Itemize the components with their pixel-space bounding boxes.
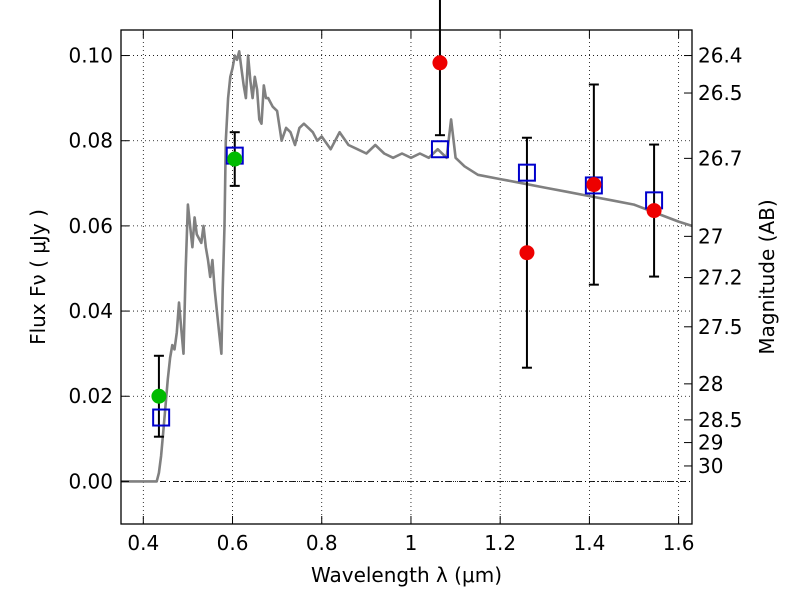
optical-detection-point	[227, 151, 243, 167]
x-tick-label: 0.6	[217, 531, 249, 555]
x-tick-label: 0.8	[306, 531, 338, 555]
photometry-points	[151, 55, 664, 427]
nir-detection-point	[586, 177, 602, 193]
magnitude-tick-label: 26.4	[698, 44, 743, 68]
magnitude-tick-label: 29	[698, 431, 723, 455]
x-tick-label: 1.2	[484, 531, 516, 555]
x-tick-label: 1.6	[663, 531, 695, 555]
x-tick-label: 1	[405, 531, 418, 555]
magnitude-tick-label: 30	[698, 454, 723, 478]
x-axis-title: Wavelength λ (μm)	[311, 563, 502, 587]
magnitude-tick-label: 28	[698, 372, 723, 396]
axis-ticks	[121, 30, 692, 524]
x-tick-label: 0.4	[127, 531, 159, 555]
magnitude-tick-label: 26.5	[698, 81, 743, 105]
y-tick-label: 0.00	[68, 469, 113, 493]
magnitude-tick-label: 28.5	[698, 408, 743, 432]
nir-detection-point	[646, 203, 662, 219]
model-spectrum-line	[121, 50, 693, 483]
magnitude-tick-label: 26.7	[698, 146, 743, 170]
magnitude-tick-label: 27	[698, 224, 723, 248]
y-tick-label: 0.02	[68, 384, 113, 408]
error-bars	[153, 0, 660, 438]
magnitude-tick-label: 27.2	[698, 266, 743, 290]
tick-labels: 0.4 0.6 0.8 1 1.2 1.4 1.6 0.00 0.02 0.04 0.06 0.08 0…	[68, 44, 742, 555]
nir-detection-point	[519, 245, 535, 261]
magnitude-axis-title: Magnitude (AB)	[755, 199, 779, 354]
optical-detection-point	[151, 388, 167, 404]
plot-frame	[120, 29, 693, 525]
y-tick-label: 0.04	[68, 299, 113, 323]
x-tick-label: 1.4	[573, 531, 605, 555]
model-photometry-square	[430, 140, 449, 159]
grid	[121, 30, 692, 524]
y-tick-label: 0.08	[68, 129, 113, 153]
model-photometry-square	[517, 163, 536, 182]
nir-detection-point	[432, 55, 448, 71]
model-spectrum	[121, 50, 693, 483]
y-tick-label: 0.10	[68, 44, 113, 68]
magnitude-tick-label: 27.5	[698, 315, 743, 339]
model-photometry-square	[152, 408, 171, 427]
y-axis-title: Flux Fν ( μJy )	[26, 209, 50, 345]
y-tick-label: 0.06	[68, 214, 113, 238]
